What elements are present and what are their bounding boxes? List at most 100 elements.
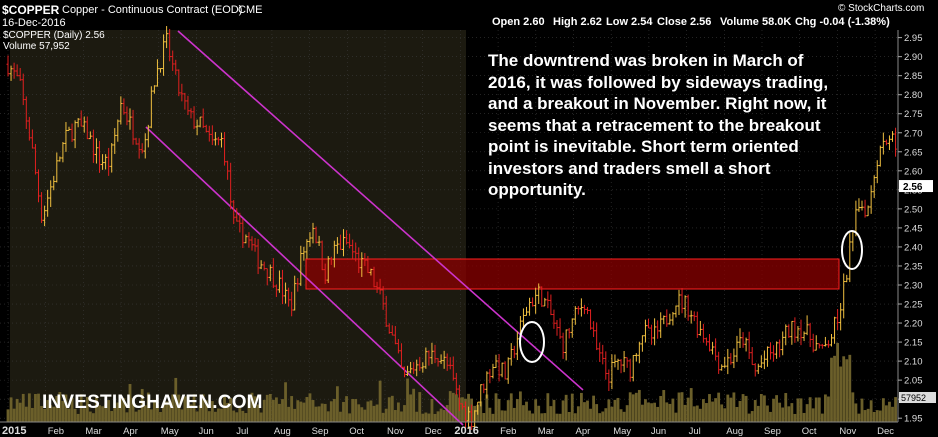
x-tick-label: Feb	[48, 426, 64, 437]
x-tick-label: Jun	[651, 426, 666, 437]
volume-bar	[753, 400, 757, 422]
volume-bar	[708, 394, 711, 422]
price-bar	[58, 156, 62, 162]
price-bar	[445, 353, 449, 371]
volume-bar	[149, 409, 153, 422]
price-bar	[561, 332, 565, 359]
volume-bar	[854, 403, 858, 422]
x-tick-label: May	[161, 426, 179, 437]
volume-bar	[650, 403, 653, 422]
volume-bar	[573, 413, 577, 422]
last-volume-label: 57952	[901, 393, 926, 403]
price-bar	[427, 350, 431, 366]
x-tick-label: Dec	[425, 426, 442, 437]
volume-bar	[759, 393, 763, 422]
volume-bar	[384, 408, 388, 422]
volume-bar	[73, 408, 77, 422]
volume-bar	[827, 396, 830, 422]
price-bar	[891, 131, 894, 142]
volume-bar	[46, 400, 50, 422]
price-bar	[534, 287, 538, 314]
volume-bar	[839, 366, 843, 422]
volume-bar	[485, 394, 489, 422]
price-bar	[220, 132, 223, 148]
price-bar	[833, 316, 837, 344]
x-tick-label: Jul	[689, 426, 701, 437]
price-bar	[189, 108, 193, 119]
volume-bar	[232, 410, 236, 422]
volume-bar	[311, 400, 315, 422]
x-tick-label: Sep	[312, 426, 329, 437]
price-bar	[79, 110, 83, 127]
stockcharts-copyright: © StockCharts.com	[838, 3, 925, 14]
volume-bar	[101, 406, 104, 422]
volume-bar	[570, 393, 574, 422]
price-bar	[375, 281, 379, 293]
price-bar	[592, 321, 596, 337]
volume-bar	[653, 402, 656, 422]
volume-bar	[415, 411, 419, 422]
volume-bar	[378, 380, 382, 422]
price-bar	[628, 358, 632, 382]
price-bar	[284, 282, 288, 304]
price-bar	[174, 59, 178, 75]
volume-bar	[34, 394, 37, 422]
volume-bar	[824, 394, 827, 422]
volume-bar	[845, 359, 849, 422]
price-bar	[769, 342, 772, 360]
volume-bar	[345, 396, 348, 422]
volume-bar	[159, 411, 162, 422]
analysis-annotation: The downtrend was broken in March of 201…	[488, 51, 829, 199]
price-bar	[207, 125, 211, 142]
volume-bar	[186, 394, 190, 422]
price-bar	[64, 122, 68, 152]
volume-bar	[27, 393, 31, 422]
volume-bar	[171, 394, 175, 422]
volume-bar	[168, 401, 172, 422]
price-bar	[683, 295, 687, 318]
price-bar	[775, 341, 779, 359]
price-bar	[704, 337, 708, 346]
price-bar	[27, 116, 31, 141]
price-bar	[866, 205, 870, 217]
price-bar	[162, 34, 166, 76]
price-bar	[622, 350, 626, 373]
price-bar	[607, 369, 611, 392]
y-tick-label: 2.05	[904, 376, 923, 387]
price-bar	[88, 131, 92, 140]
volume-bar	[253, 396, 257, 422]
price-bar	[647, 318, 650, 329]
volume-bar	[686, 397, 690, 422]
price-bar	[878, 145, 882, 167]
price-bar	[363, 253, 367, 267]
volume-bar	[604, 408, 608, 422]
volume-bar	[320, 403, 324, 422]
volume-bar	[137, 409, 141, 422]
volume-bar	[226, 402, 229, 422]
open-value: Open 2.60	[492, 16, 545, 28]
volume-bar	[857, 413, 861, 422]
price-bar	[454, 372, 458, 396]
volume-bar	[766, 405, 769, 422]
volume-bar	[381, 412, 385, 422]
volume-bar	[656, 406, 660, 422]
price-bar	[299, 245, 303, 286]
volume-bar	[177, 394, 181, 422]
price-bar	[241, 218, 245, 248]
price-bar	[604, 351, 608, 380]
volume-bar	[583, 402, 586, 422]
price-bar	[823, 336, 827, 347]
price-bar	[506, 357, 510, 384]
volume-bar	[769, 411, 772, 422]
volume-bar	[317, 406, 321, 422]
price-bar	[12, 62, 16, 79]
price-bar	[235, 208, 239, 222]
volume-bar	[146, 392, 150, 422]
volume-bar	[113, 403, 117, 422]
volume-bar	[885, 405, 888, 422]
x-tick-label: Nov	[387, 426, 404, 437]
volume-bar	[869, 400, 873, 422]
volume-bar	[647, 402, 650, 422]
price-bar	[872, 175, 876, 198]
volume-bar	[625, 405, 629, 422]
